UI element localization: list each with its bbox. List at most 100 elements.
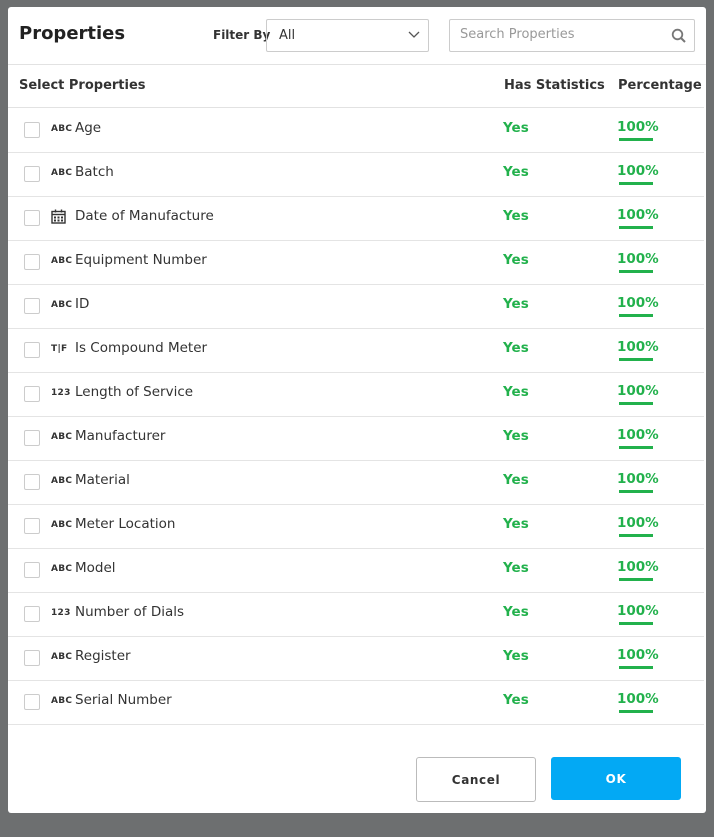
property-name: Manufacturer [75,428,166,444]
row-checkbox[interactable] [24,298,40,314]
row-checkbox[interactable] [24,606,40,622]
percentage: 100% [617,471,659,487]
property-name: Age [75,120,102,136]
percentage-bar [619,358,653,361]
type-icon: ABC [51,300,73,310]
has-statistics: Yes [503,692,529,708]
percentage: 100% [617,163,659,179]
percentage: 100% [617,207,659,223]
table-row: ABC Serial Number Yes 100% [8,680,704,725]
property-name: Date of Manufacture [75,208,214,224]
type-icon: ABC [51,696,73,706]
percentage-bar [619,666,653,669]
percentage: 100% [617,603,659,619]
cancel-button[interactable]: Cancel [416,757,536,802]
type-icon: ABC [51,564,73,574]
percentage-bar [619,534,653,537]
row-checkbox[interactable] [24,166,40,182]
has-statistics: Yes [503,340,529,356]
percentage: 100% [617,383,659,399]
properties-dialog: Properties Filter By All Search Properti… [8,7,706,813]
has-statistics: Yes [503,296,529,312]
row-checkbox[interactable] [24,650,40,666]
percentage-bar [619,314,653,317]
dropdown-arrow [408,31,420,38]
filter-select[interactable]: All [266,19,429,52]
divider [8,64,706,65]
table-row: ABC ID Yes 100% [8,284,704,329]
row-checkbox[interactable] [24,474,40,490]
percentage-bar [619,490,653,493]
has-statistics: Yes [503,208,529,224]
column-header: Has Statistics [504,78,605,93]
percentage: 100% [617,691,659,707]
search-placeholder: Search Properties [460,27,575,42]
table-row: ABC Model Yes 100% [8,548,704,593]
table-row: ABC Equipment Number Yes 100% [8,240,704,285]
type-icon: ABC [51,256,73,266]
table-row: 123 Length of Service Yes 100% [8,372,704,417]
column-header: Percentage [618,78,702,93]
ok-button[interactable]: OK [551,757,681,800]
percentage-bar [619,138,653,141]
has-statistics: Yes [503,428,529,444]
percentage-bar [619,182,653,185]
percentage: 100% [617,647,659,663]
property-name: Model [75,560,116,576]
property-name: Is Compound Meter [75,340,208,356]
dialog-title: Properties [19,23,126,44]
percentage: 100% [617,295,659,311]
percentage: 100% [617,515,659,531]
table-row: 123 Number of Dials Yes 100% [8,592,704,637]
row-checkbox[interactable] [24,342,40,358]
property-name: Meter Location [75,516,176,532]
row-checkbox[interactable] [24,562,40,578]
percentage-bar [619,622,653,625]
table-row: ABC Register Yes 100% [8,636,704,681]
filter-value: All [279,28,296,43]
table-row: ABC Age Yes 100% [8,108,704,153]
percentage-bar [619,446,653,449]
row-checkbox[interactable] [24,430,40,446]
has-statistics: Yes [503,120,529,136]
search-input[interactable]: Search Properties [449,19,695,52]
property-name: Serial Number [75,692,172,708]
property-name: Number of Dials [75,604,185,620]
filter-label: Filter By [213,28,271,42]
row-checkbox[interactable] [24,122,40,138]
table-row: ABC Batch Yes 100% [8,152,704,197]
row-checkbox[interactable] [24,518,40,534]
property-name: Batch [75,164,114,180]
has-statistics: Yes [503,560,529,576]
type-icon: ABC [51,652,73,662]
type-icon: ABC [51,124,73,134]
has-statistics: Yes [503,604,529,620]
row-checkbox[interactable] [24,254,40,270]
table-row: ABC Manufacturer Yes 100% [8,416,704,461]
has-statistics: Yes [503,516,529,532]
type-icon: ABC [51,476,73,486]
percentage-bar [619,226,653,229]
type-icon: ABC [51,520,73,530]
row-checkbox[interactable] [24,210,40,226]
percentage: 100% [617,119,659,135]
table-row: Date of Manufacture Yes 100% [8,196,704,241]
type-icon: 123 [51,388,71,398]
property-name: Equipment Number [75,252,207,268]
type-icon: T|F [51,344,68,354]
property-name: Material [75,472,130,488]
percentage: 100% [617,559,659,575]
row-checkbox[interactable] [24,694,40,710]
property-name: Length of Service [75,384,194,400]
row-checkbox[interactable] [24,386,40,402]
percentage-bar [619,402,653,405]
type-icon: 123 [51,608,71,618]
has-statistics: Yes [503,472,529,488]
has-statistics: Yes [503,384,529,400]
property-name: ID [75,296,90,312]
property-name: Register [75,648,131,664]
percentage: 100% [617,339,659,355]
table-row: ABC Material Yes 100% [8,460,704,505]
has-statistics: Yes [503,252,529,268]
